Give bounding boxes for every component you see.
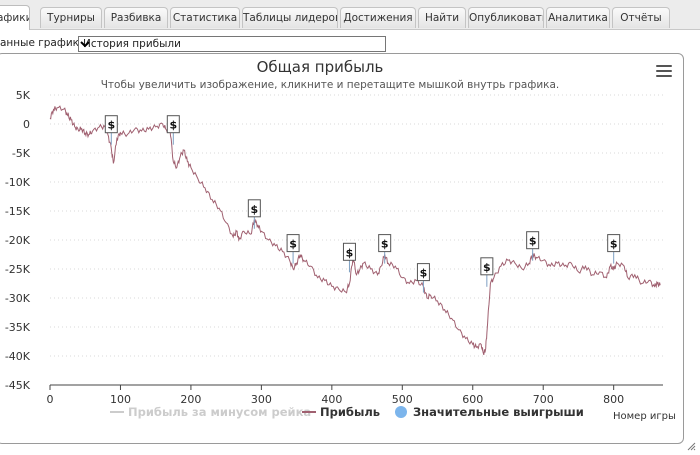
chart-selector-label: анные графики: — [0, 37, 90, 49]
tab-8[interactable]: Опубликовать — [468, 7, 544, 28]
chart-type-select[interactable]: История прибыли — [78, 36, 386, 52]
chart-title: Общая прибыль — [256, 58, 384, 76]
chart-panel — [0, 53, 684, 444]
chart-type-select-value: История прибыли — [83, 38, 181, 50]
tab-6[interactable]: Достижения — [340, 7, 416, 28]
chevron-down-icon — [80, 41, 90, 48]
chart-subtitle: Чтобы увеличить изображение, кликните и … — [100, 79, 560, 91]
tab-3[interactable]: Разбивка — [104, 7, 168, 28]
tab-10[interactable]: Отчёты — [612, 7, 670, 28]
tab-1[interactable]: афики — [0, 5, 30, 30]
tab-7[interactable]: Найти — [418, 7, 466, 28]
hamburger-menu-icon[interactable] — [656, 65, 672, 78]
resize-handle-icon[interactable] — [686, 441, 696, 451]
tab-4[interactable]: Статистика — [170, 7, 240, 28]
tab-9[interactable]: Аналитика — [546, 7, 610, 28]
tab-2[interactable]: Турниры — [40, 7, 102, 28]
tab-5[interactable]: Таблицы лидеров — [242, 7, 338, 28]
